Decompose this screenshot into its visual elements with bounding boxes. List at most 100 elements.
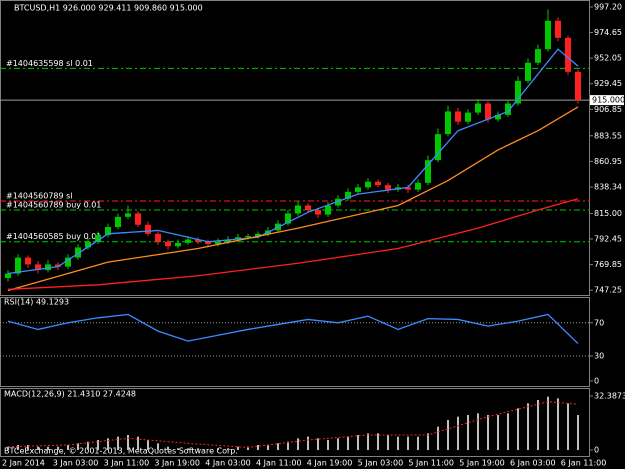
candle-body: [165, 241, 171, 247]
y-tick-label: 769.85: [594, 260, 622, 269]
candle-body: [515, 80, 521, 104]
moving-average: [7, 198, 579, 290]
time-label: 4 Jan 03:00: [205, 459, 251, 468]
last-price-box: [590, 95, 624, 106]
candle-body: [95, 234, 101, 242]
y-tick-label: 883.55: [594, 131, 622, 140]
macd-bar: [47, 446, 49, 450]
y-tick-label: 815.00: [594, 209, 622, 218]
y-tick-label: 0: [594, 446, 599, 455]
macd-bar: [267, 445, 269, 450]
moving-average: [7, 48, 579, 275]
macd-panel: [0, 388, 590, 457]
last-price-label: 915.000: [592, 96, 625, 105]
candle-body: [175, 242, 181, 247]
macd-bar: [557, 398, 559, 450]
candle-body: [115, 216, 121, 228]
y-tick-label: 997.20: [594, 2, 622, 11]
y-tick-label: 30: [594, 352, 604, 361]
time-label: 3 Jan 11:00: [104, 459, 150, 468]
candle-body: [135, 213, 141, 225]
macd-bar: [217, 448, 219, 450]
time-label: 4 Jan 19:00: [307, 459, 353, 468]
candle-body: [525, 62, 531, 81]
candle-body: [425, 160, 431, 183]
candle-body: [355, 187, 361, 192]
candle-body: [195, 239, 201, 242]
y-tick-label: 32.3873: [594, 392, 625, 401]
macd-bar: [257, 445, 259, 450]
candle-body: [555, 20, 561, 38]
candle-body: [315, 210, 321, 215]
macd-bar: [247, 446, 249, 450]
macd-bar: [397, 436, 399, 450]
time-label: 4 Jan 11:00: [256, 459, 302, 468]
macd-bar: [67, 445, 69, 450]
candle-body: [305, 205, 311, 211]
rsi-line: [7, 313, 579, 345]
candle-body: [375, 181, 381, 186]
candle-body: [285, 213, 291, 224]
macd-bar: [447, 420, 449, 450]
macd-bar: [297, 438, 299, 450]
candle-body: [105, 227, 111, 235]
macd-bar: [77, 443, 79, 450]
candle-body: [405, 187, 411, 190]
candle-body: [465, 112, 471, 122]
candle-body: [65, 257, 71, 267]
candle-body: [35, 264, 41, 271]
candle-body: [45, 264, 51, 271]
y-tick-label: 906.85: [594, 105, 622, 114]
candle-body: [75, 247, 81, 258]
macd-bar: [467, 415, 469, 450]
macd-bar: [497, 415, 499, 450]
main-title: BTCUSD,H1 926.000 929.411 909.860 915.00…: [14, 4, 203, 13]
y-tick-label: 860.95: [594, 157, 622, 166]
macd-bar: [367, 433, 369, 450]
rsi-panel: [0, 297, 590, 387]
macd-bar: [57, 446, 59, 450]
rsi-title: RSI(14) 49.1293: [4, 298, 69, 307]
macd-bar: [387, 435, 389, 450]
time-label: 5 Jan 19:00: [459, 459, 505, 468]
time-label: 6 Jan 11:00: [561, 459, 607, 468]
candle-body: [325, 205, 331, 215]
macd-bar: [407, 436, 409, 450]
macd-bar: [307, 436, 309, 450]
y-tick-label: 838.34: [594, 182, 622, 191]
macd-bar: [437, 426, 439, 450]
macd-bar: [427, 433, 429, 450]
macd-bar: [417, 436, 419, 450]
candle-body: [495, 114, 501, 120]
macd-bar: [327, 440, 329, 450]
candle-body: [435, 134, 441, 161]
macd-bar: [507, 413, 509, 450]
time-label: 5 Jan 03:00: [358, 459, 404, 468]
candle-body: [145, 224, 151, 234]
macd-bar: [487, 415, 489, 450]
time-label: 3 Jan 03:00: [53, 459, 99, 468]
macd-bar: [547, 396, 549, 450]
macd-bar: [577, 415, 579, 450]
candle-body: [155, 233, 161, 242]
candle-body: [365, 181, 371, 188]
time-label: 2 Jan 2014: [2, 459, 45, 468]
macd-bar: [377, 433, 379, 450]
candle-body: [205, 241, 211, 245]
candle-body: [445, 111, 451, 135]
macd-bar: [517, 408, 519, 450]
candle-body: [5, 273, 11, 279]
candle-body: [575, 71, 581, 101]
macd-bar: [287, 441, 289, 450]
y-tick-label: 974.65: [594, 28, 622, 37]
y-tick-label: 929.45: [594, 79, 622, 88]
macd-bar: [117, 436, 119, 450]
macd-bar: [277, 443, 279, 450]
candle-body: [485, 103, 491, 120]
candle-body: [415, 182, 421, 190]
candle-body: [215, 241, 221, 245]
macd-bar: [157, 443, 159, 450]
candle-body: [455, 111, 461, 122]
candle-body: [125, 213, 131, 217]
